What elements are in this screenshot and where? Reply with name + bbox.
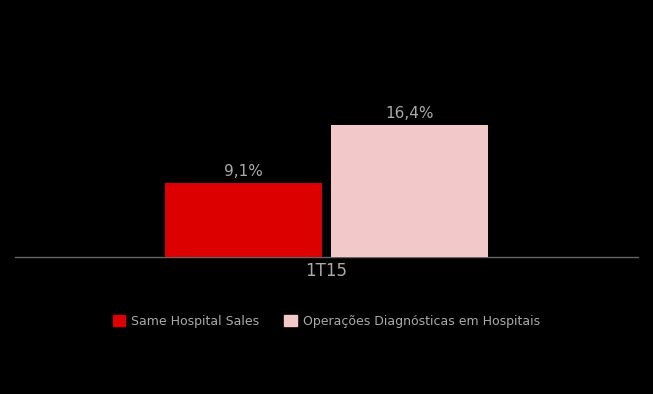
Text: 16,4%: 16,4% — [385, 106, 434, 121]
Bar — [165, 183, 323, 256]
Legend: Same Hospital Sales, Operações Diagnósticas em Hospitais: Same Hospital Sales, Operações Diagnósti… — [112, 315, 541, 328]
Bar — [330, 125, 488, 256]
Text: 9,1%: 9,1% — [224, 164, 263, 179]
